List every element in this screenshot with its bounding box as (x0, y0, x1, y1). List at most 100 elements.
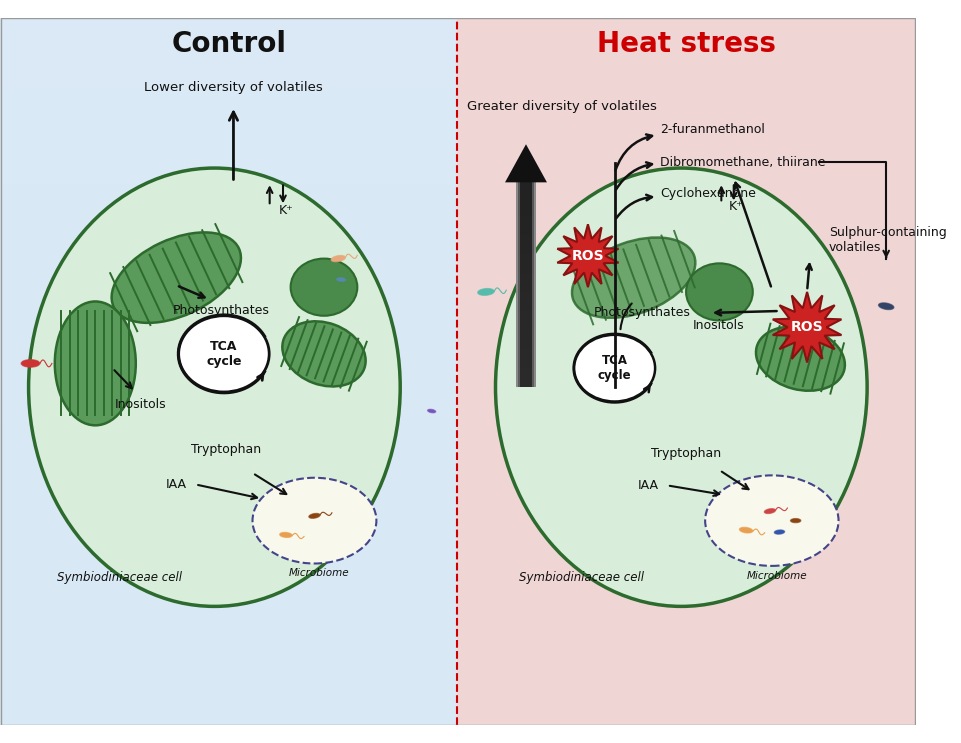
Ellipse shape (764, 508, 776, 513)
Text: Sulphur-containing
volatiles: Sulphur-containing volatiles (829, 226, 947, 253)
Bar (518, 235, 533, 244)
Ellipse shape (428, 409, 435, 413)
Bar (518, 273, 533, 282)
Bar (0, 113, 457, 137)
Bar (0, 65, 457, 89)
Ellipse shape (331, 256, 346, 262)
Text: TCA
cycle: TCA cycle (598, 354, 631, 382)
Bar (520, 182, 531, 387)
Ellipse shape (308, 513, 320, 519)
Bar (0, 470, 457, 494)
Ellipse shape (179, 316, 269, 392)
Bar (518, 182, 533, 387)
Text: Symbiodiniaceae cell: Symbiodiniaceae cell (519, 571, 644, 584)
Bar (0, 447, 457, 470)
Bar (0, 184, 457, 208)
Bar (0, 423, 457, 447)
Ellipse shape (790, 519, 801, 523)
Text: ROS: ROS (791, 320, 824, 334)
Bar (518, 340, 533, 349)
Text: Microbiome: Microbiome (747, 571, 807, 581)
Text: Greater diversity of volatiles: Greater diversity of volatiles (467, 100, 656, 113)
Ellipse shape (290, 259, 357, 316)
Text: IAA: IAA (166, 478, 186, 491)
Bar (518, 302, 533, 311)
Bar (518, 359, 533, 369)
Bar (0, 661, 457, 684)
Text: TCA
cycle: TCA cycle (207, 340, 241, 368)
Bar (457, 18, 916, 725)
Bar (0, 42, 457, 65)
Bar (518, 215, 533, 225)
Ellipse shape (280, 532, 292, 537)
Bar (518, 292, 533, 302)
Text: 2-furanmethanol: 2-furanmethanol (660, 123, 765, 137)
Text: Inositols: Inositols (115, 398, 167, 411)
Bar (0, 18, 457, 42)
Bar (0, 565, 457, 589)
Bar (518, 377, 533, 387)
Ellipse shape (478, 288, 494, 296)
Bar (0, 518, 457, 542)
Bar (0, 684, 457, 708)
Bar (518, 330, 533, 340)
Bar (0, 18, 457, 725)
Bar (0, 542, 457, 565)
Bar (518, 349, 533, 359)
Text: Heat stress: Heat stress (597, 30, 776, 58)
Bar (518, 254, 533, 263)
Bar (515, 182, 536, 387)
Ellipse shape (29, 168, 400, 606)
Text: ROS: ROS (572, 249, 604, 263)
Polygon shape (505, 144, 547, 182)
Bar (0, 351, 457, 374)
Ellipse shape (775, 530, 785, 534)
Bar (0, 374, 457, 399)
Ellipse shape (756, 326, 845, 391)
Ellipse shape (55, 302, 136, 425)
Bar (518, 263, 533, 273)
Ellipse shape (878, 303, 894, 310)
Text: Tryptophan: Tryptophan (191, 443, 260, 455)
Text: Control: Control (171, 30, 286, 58)
Bar (518, 282, 533, 292)
Text: Inositols: Inositols (693, 319, 744, 332)
Ellipse shape (705, 476, 839, 566)
Text: Microbiome: Microbiome (289, 568, 350, 578)
Bar (0, 137, 457, 160)
Ellipse shape (574, 335, 655, 401)
Bar (0, 613, 457, 637)
Text: IAA: IAA (637, 479, 658, 492)
Bar (518, 197, 533, 206)
Text: Cyclohexanone: Cyclohexanone (660, 187, 756, 201)
Bar (0, 160, 457, 184)
Text: Photosynthates: Photosynthates (594, 306, 691, 319)
Ellipse shape (253, 478, 377, 563)
Bar (0, 256, 457, 279)
Ellipse shape (336, 278, 346, 282)
Bar (0, 208, 457, 232)
Bar (518, 225, 533, 235)
Bar (518, 311, 533, 320)
Ellipse shape (496, 168, 867, 606)
Text: Tryptophan: Tryptophan (651, 447, 721, 461)
Bar (0, 494, 457, 518)
Text: Photosynthates: Photosynthates (173, 305, 269, 317)
Bar (0, 327, 457, 351)
Bar (0, 0, 457, 18)
Bar (0, 637, 457, 661)
Text: Dibromomethane, thiirane: Dibromomethane, thiirane (660, 156, 825, 169)
Bar (0, 589, 457, 613)
Polygon shape (557, 224, 619, 288)
Bar (518, 206, 533, 215)
Bar (0, 303, 457, 327)
Bar (0, 89, 457, 113)
Ellipse shape (283, 321, 365, 386)
Bar (518, 244, 533, 254)
Bar (0, 232, 457, 256)
Polygon shape (773, 292, 842, 363)
Ellipse shape (739, 528, 752, 533)
Text: K⁺: K⁺ (729, 200, 744, 212)
Ellipse shape (111, 233, 241, 323)
Bar (518, 320, 533, 330)
